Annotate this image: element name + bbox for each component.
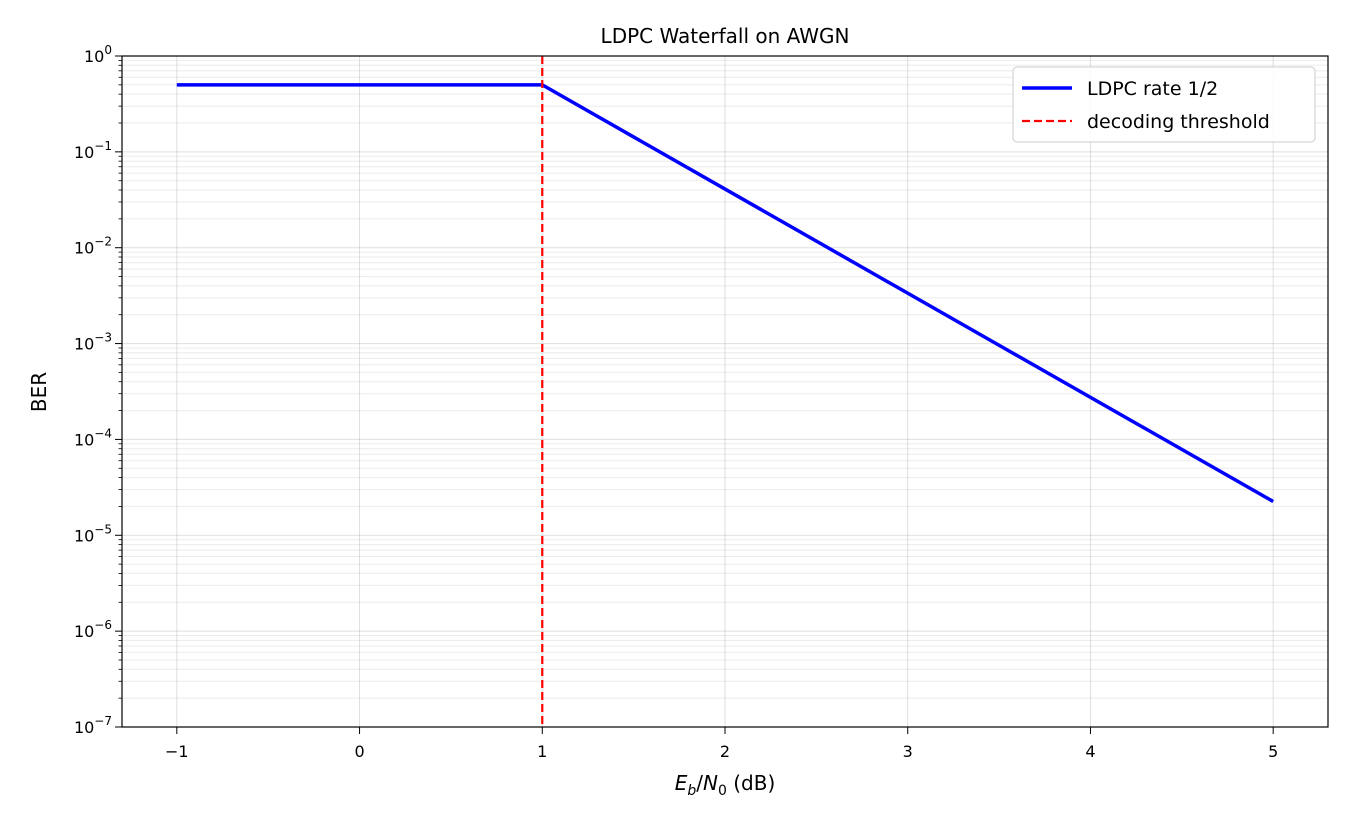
x-tick-label: 2 [720, 742, 730, 761]
y-tick-label-base: 10 [74, 718, 94, 737]
series-layer [176, 56, 1275, 727]
y-tick-label: 10−6 [74, 618, 112, 641]
legend-label-threshold: decoding threshold [1087, 111, 1270, 133]
y-tick-label: 10−2 [74, 235, 112, 258]
y-tick-label: 100 [84, 43, 112, 66]
y-tick-label: 10−4 [74, 426, 112, 449]
y-tick-label-base: 10 [74, 335, 94, 354]
y-tick-label-base: 10 [74, 622, 94, 641]
chart-title: LDPC Waterfall on AWGN [601, 24, 850, 48]
plot-area [122, 56, 1328, 727]
x-tick-label: 3 [903, 742, 913, 761]
y-tick-label-exponent: −6 [94, 618, 112, 632]
x-tick-label: 5 [1268, 742, 1278, 761]
y-tick-label-base: 10 [74, 239, 94, 258]
x-axis-label: Eb/N0 (dB) [675, 771, 776, 799]
legend-label-ldpc: LDPC rate 1/2 [1087, 78, 1218, 100]
y-tick-label-base: 10 [74, 430, 94, 449]
legend-box [1012, 66, 1316, 143]
y-tick-label-exponent: −2 [94, 235, 112, 249]
y-tick-label-exponent: 0 [104, 43, 112, 57]
y-tick-label-base: 10 [74, 526, 94, 545]
x-tick-label: −1 [165, 742, 189, 761]
x-tick-label: 1 [537, 742, 547, 761]
y-tick-label-exponent: −1 [94, 139, 112, 153]
y-tick-label: 10−7 [74, 714, 112, 737]
y-tick-label: 10−3 [74, 331, 112, 354]
y-tick-label-base: 10 [74, 143, 94, 162]
y-tick-label-exponent: −4 [94, 426, 112, 440]
legend: LDPC rate 1/2 decoding threshold [1012, 66, 1316, 143]
y-tick-label-exponent: −7 [94, 714, 112, 728]
y-tick-label: 10−5 [74, 522, 112, 545]
y-tick-label-exponent: −3 [94, 331, 112, 345]
x-axis-ticks: −1 0 1 2 3 4 5 [165, 727, 1278, 761]
x-tick-label: 4 [1085, 742, 1095, 761]
y-tick-label: 10−1 [74, 139, 112, 162]
y-tick-label-base: 10 [84, 47, 104, 66]
grid [122, 55, 1328, 728]
y-tick-label-exponent: −5 [94, 522, 112, 536]
x-tick-label: 0 [354, 742, 364, 761]
y-axis-label: BER [27, 372, 51, 412]
